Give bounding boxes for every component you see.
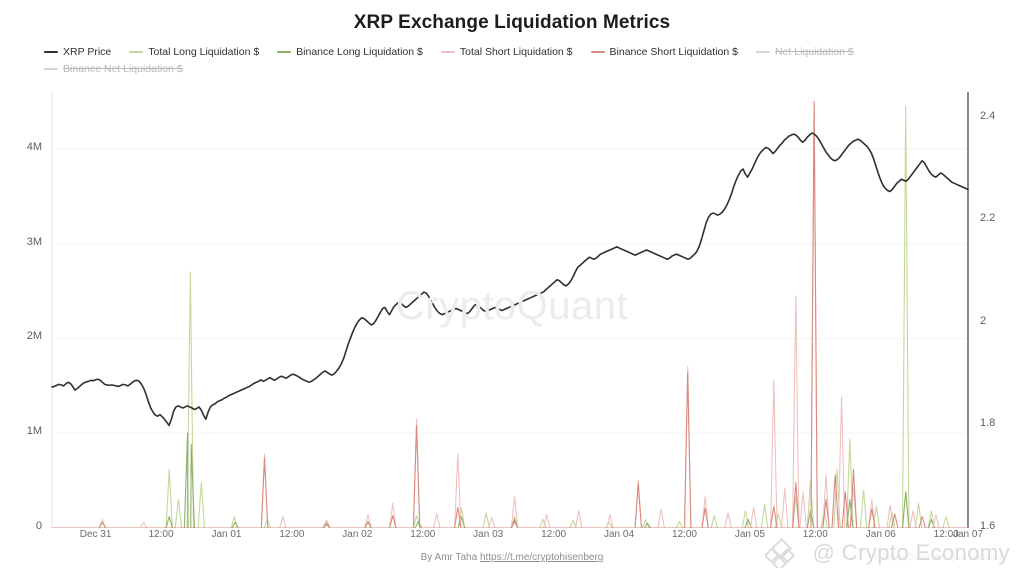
y-left-tick-0: 0 [35,520,42,532]
y-right-tick-2: 2 [980,314,987,327]
x-tick-0: Dec 31 [79,529,112,540]
y-left-tick-2: 2M [26,330,42,343]
x-tick-9: 12:00 [671,529,697,540]
legend-item-1[interactable]: Total Long Liquidation $ [129,44,259,59]
legend-swatch-icon [440,50,455,53]
legend-item-6[interactable]: Binance Net Liquidation $ [44,61,183,76]
x-tick-8: Jan 04 [603,529,635,540]
legend-item-2[interactable]: Binance Long Liquidation $ [277,44,423,59]
y-right-tick-1: 1.8 [980,417,996,430]
x-axis: Dec 31 12:00 Jan 01 12:00 Jan 02 12:00 Jan 03 1… [0,529,1024,545]
legend-item-label: Total Long Liquidation $ [148,45,260,58]
chart-legend: XRP Price Total Long Liquidation $ Binance… [44,44,988,76]
x-tick-12: Jan 06 [865,529,896,540]
legend-item-label: Binance Short Liquidation $ [609,45,738,58]
legend-swatch-icon [44,50,58,53]
page-title: XRP Exchange Liquidation Metrics [353,12,671,33]
legend-item-label: XRP Price [63,45,112,58]
legend-swatch-icon [755,50,770,53]
author-credit: By Amr Taha https://t.me/cryptohisenberg [0,552,1024,563]
y-right-tick-4: 2.4 [980,109,996,122]
legend-item-0[interactable]: XRP Price [44,44,111,59]
series-binance-short-liquidation [51,100,969,528]
x-tick-5: 12:00 [410,529,436,540]
legend-item-label: Total Short Liquidation $ [459,45,573,58]
telegram-link[interactable]: https://t.me/cryptohisenberg [479,552,604,563]
series-total-short-liquidation [51,102,969,528]
legend-item-label: Net Liquidation $ [774,45,854,58]
x-tick-3: 12:00 [279,529,305,540]
legend-item-label: Binance Long Liquidation $ [296,45,423,58]
y-left-tick-3: 3M [26,235,42,248]
y-left-tick-4: 4M [26,140,42,153]
legend-item-5[interactable]: Net Liquidation $ [755,44,854,59]
x-tick-7: 12:00 [541,529,567,540]
legend-swatch-icon [129,50,144,53]
legend-item-label: Binance Net Liquidation $ [63,62,183,75]
series-total-long-liquidation [51,105,969,528]
legend-item-3[interactable]: Total Short Liquidation $ [440,44,573,59]
x-tick-1: 12:00 [148,529,174,540]
legend-item-4[interactable]: Binance Short Liquidation $ [590,44,738,59]
x-tick-6: Jan 03 [473,529,504,540]
x-tick-11: 12:00 [802,529,828,540]
legend-swatch-icon [277,50,292,53]
x-tick-10: Jan 05 [734,529,765,540]
plot-area [0,92,1024,528]
x-tick-4: Jan 02 [342,529,373,540]
x-tick-2: Jan 01 [211,529,242,540]
x-tick-13: 12:00 [933,529,959,540]
legend-swatch-icon [44,67,58,70]
legend-swatch-icon [590,50,605,53]
x-tick-14: Jan 07 [952,529,984,540]
y-left-tick-1: 1M [26,425,42,438]
series-xrp-price [51,132,969,427]
chart-canvas [51,92,969,528]
y-right-tick-3: 2.2 [980,212,996,225]
credit-prefix: By Amr Taha [420,552,480,563]
y-right-tick-0: 1.6 [980,520,996,532]
series-binance-long-liquidation [51,432,969,528]
